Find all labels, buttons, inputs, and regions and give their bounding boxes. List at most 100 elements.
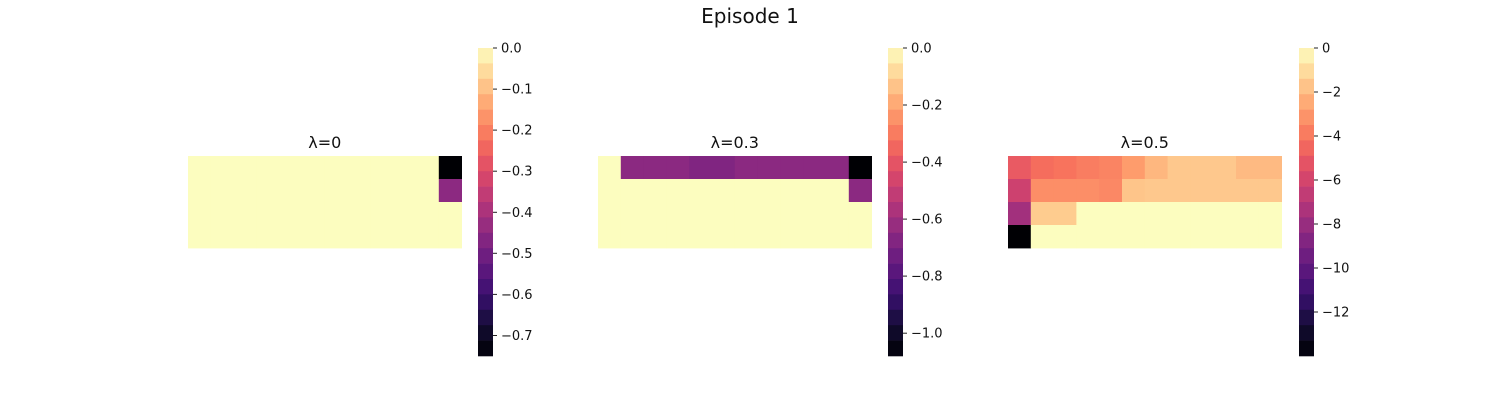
heatmap-panel-2: λ=0.3 0.0 −0.2 −0.4 −0.6 −0.8 −1.0 [598, 42, 943, 357]
heatmap-cell [826, 225, 850, 249]
colorbar-band [478, 263, 493, 280]
colorbar-band [1299, 63, 1314, 80]
colorbar-tick-label: −12 [1322, 306, 1349, 321]
colorbar-tick-label: −0.2 [911, 99, 943, 114]
heatmap-cell [1236, 202, 1260, 226]
heatmap-cell [1258, 225, 1282, 249]
heatmap-cell [620, 202, 644, 226]
colorbar-band [1299, 294, 1314, 311]
heatmap-cell [302, 225, 326, 249]
colorbar-band [1299, 140, 1314, 157]
colorbar-tick-label: −4 [1322, 130, 1341, 145]
heatmap-cell [712, 202, 736, 226]
colorbar-band [888, 217, 903, 234]
heatmap-cell [712, 156, 736, 180]
heatmap-cell [1258, 179, 1282, 203]
heatmap-cell [803, 156, 827, 180]
heatmap-cell [324, 202, 348, 226]
heatmap-cell [416, 179, 440, 203]
heatmap-cell [256, 202, 280, 226]
heatmap-cell [370, 156, 394, 180]
colorbar-band [1299, 340, 1314, 357]
heatmap-cell [188, 156, 212, 180]
heatmap-cell [1236, 179, 1260, 203]
heatmap-panel-3: λ=0.5 0 −2 −4 −6 −8 −10 −12 [1008, 42, 1349, 357]
heatmap-cell [438, 156, 462, 180]
colorbar-band [478, 94, 493, 110]
heatmap-cell [848, 225, 872, 249]
colorbar-band [888, 155, 903, 172]
heatmap-cell [256, 179, 280, 203]
colorbar-band [888, 125, 903, 141]
figure-title: Episode 1 [701, 4, 799, 28]
colorbar-band [478, 325, 493, 341]
heatmap-cell [302, 179, 326, 203]
colorbar-band [1299, 125, 1314, 141]
colorbar-band [888, 263, 903, 280]
colorbar-band [1299, 202, 1314, 218]
colorbar-band [888, 309, 903, 326]
heatmap-cell [1144, 225, 1168, 249]
colorbar-band [478, 217, 493, 234]
heatmap-cell [1008, 225, 1032, 249]
colorbar-tick-label: −0.6 [911, 213, 943, 228]
heatmap-cell [1030, 225, 1054, 249]
heatmap-cell [1213, 156, 1237, 180]
heatmap-cell [1144, 179, 1168, 203]
heatmap-cell [1099, 179, 1123, 203]
heatmap-cell [279, 156, 303, 180]
heatmap-cell [689, 225, 713, 249]
colorbar-band [478, 48, 493, 64]
heatmap-panel-1: λ=0 0.0 −0.1 −0.2 −0.3 −0.4 −0.5 −0.6 −0.7 [188, 42, 533, 357]
heatmap-cell [233, 179, 257, 203]
heatmap-cell [643, 202, 667, 226]
colorbar-tick-label: 0.0 [911, 42, 932, 57]
heatmap-cell [712, 225, 736, 249]
heatmap-cell [1053, 156, 1077, 180]
colorbar-band [888, 48, 903, 64]
colorbar-band [888, 232, 903, 249]
colorbar-band [478, 279, 493, 295]
heatmap-cell [210, 202, 234, 226]
colorbar-band [888, 202, 903, 218]
heatmap-cell [188, 225, 212, 249]
heatmap-cell [256, 225, 280, 249]
heatmap-cell [370, 225, 394, 249]
colorbar-band [478, 63, 493, 80]
colorbar-tick-label: −8 [1322, 218, 1341, 233]
heatmap-cell [1167, 156, 1191, 180]
colorbar-tick-label: −0.5 [501, 247, 533, 262]
heatmap-cell [233, 202, 257, 226]
heatmap-cell [256, 156, 280, 180]
heatmap-cell [1258, 156, 1282, 180]
heatmap-cell [1190, 202, 1214, 226]
heatmap-cell [803, 202, 827, 226]
heatmap-cell [233, 156, 257, 180]
heatmap-cell [416, 156, 440, 180]
colorbar-tick-label: −0.4 [911, 156, 943, 171]
heatmap-cell [393, 202, 417, 226]
colorbar-band [478, 202, 493, 218]
heatmap-cell [347, 202, 371, 226]
heatmap-cell [1122, 156, 1146, 180]
heatmap-cell [393, 179, 417, 203]
heatmap-cell [848, 179, 872, 203]
colorbar-band [478, 294, 493, 311]
heatmap-cell [438, 179, 462, 203]
heatmap-cell [438, 225, 462, 249]
heatmap-cell [598, 225, 622, 249]
colorbar-tick-label: −0.8 [911, 270, 943, 285]
heatmap-cell [302, 156, 326, 180]
colorbar-tick-label: −0.1 [501, 83, 533, 98]
colorbar-band [1299, 248, 1314, 264]
heatmap-cell [188, 202, 212, 226]
heatmap-cell [1213, 202, 1237, 226]
heatmap-cell [780, 156, 804, 180]
heatmap-cell [1167, 179, 1191, 203]
colorbar-band [888, 294, 903, 311]
heatmap-cell [620, 225, 644, 249]
heatmap-cell [643, 179, 667, 203]
heatmap-cell [1258, 202, 1282, 226]
colorbar-tick-label: −2 [1322, 86, 1341, 101]
